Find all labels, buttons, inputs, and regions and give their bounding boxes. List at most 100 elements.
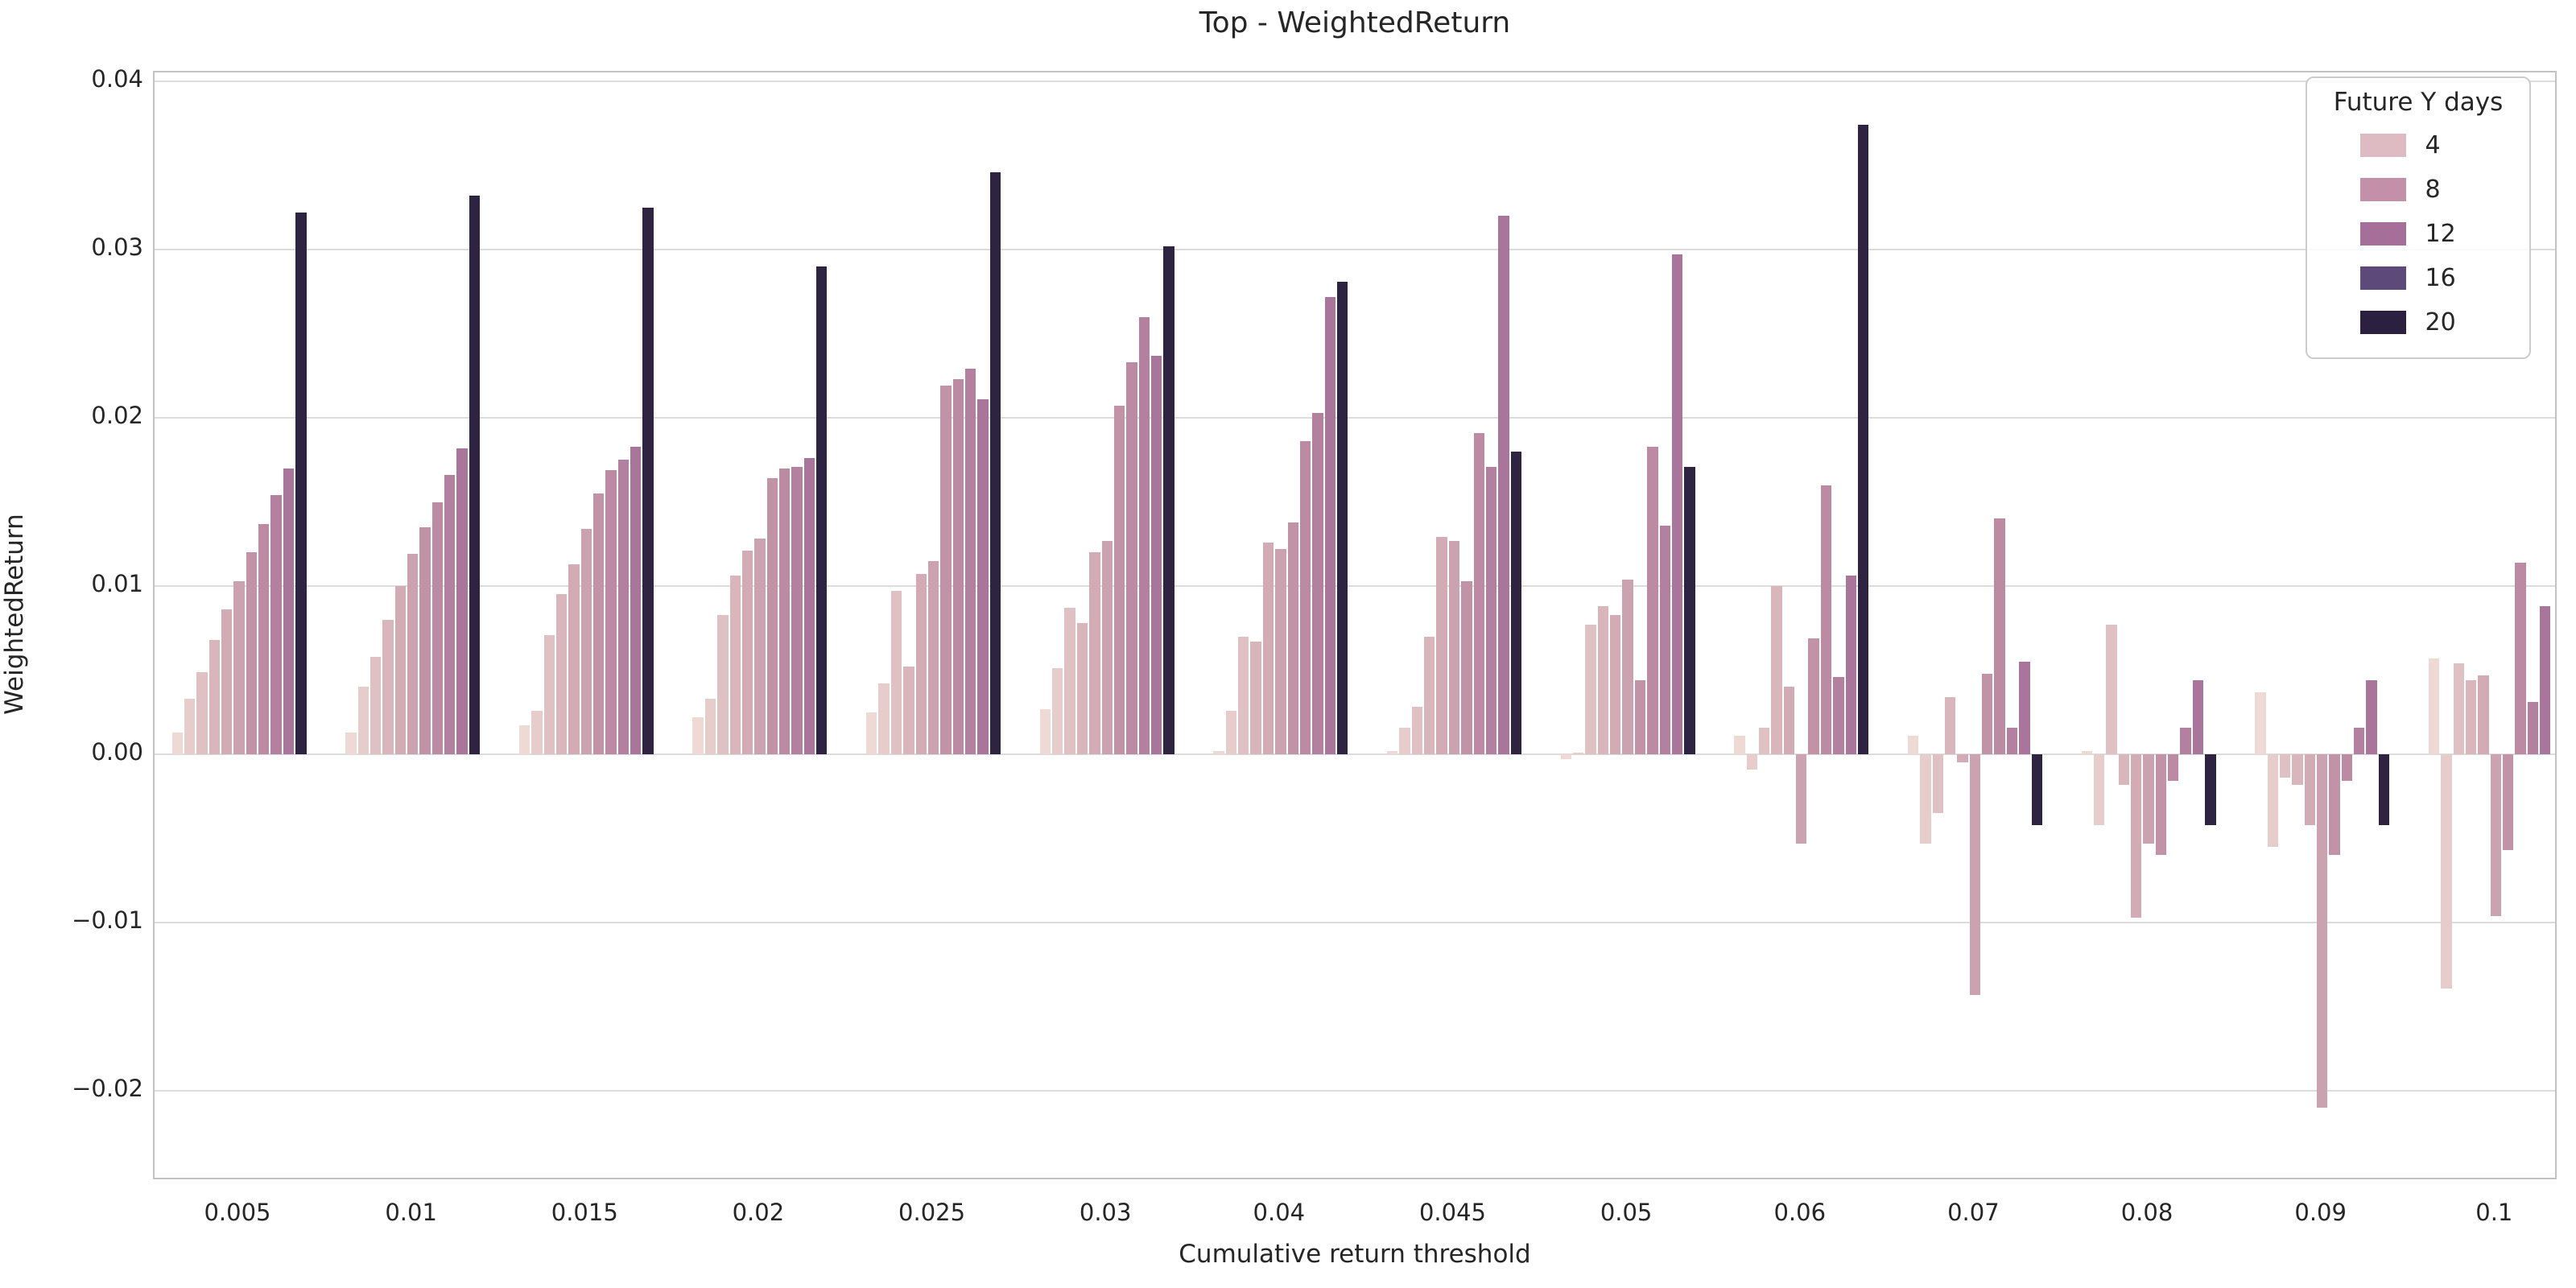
bar-0.07-bar-8	[1994, 518, 2005, 754]
bar-0.045-bar-2	[1399, 727, 1410, 754]
bar-0.03-bar-20	[1163, 246, 1174, 754]
bar-0.08-bar-2	[2093, 754, 2105, 825]
bar-0.07-bar-7	[1982, 673, 1993, 754]
bar-0.02-bar-7	[766, 478, 778, 754]
legend-label: 16	[2425, 264, 2456, 292]
bar-0.08-bar-1	[2081, 750, 2092, 754]
bar-0.09-bar-1	[2255, 691, 2266, 754]
bar-0.025-bar-8	[952, 378, 964, 754]
legend-swatch-16	[2359, 266, 2406, 290]
bar-0.04-bar-5	[1262, 542, 1274, 754]
x-tick-label: 0.03	[1079, 1199, 1132, 1226]
bar-0.025-bar-20	[989, 171, 1001, 754]
bar-0.05-bar-10	[1671, 254, 1683, 754]
bar-0.045-bar-6	[1448, 540, 1460, 754]
x-tick-label: 0.09	[2294, 1199, 2347, 1226]
bar-0.04-bar-4	[1250, 641, 1261, 754]
y-tick-label: 0.04	[91, 65, 143, 93]
gridline	[155, 417, 2555, 419]
bar-0.03-bar-1	[1039, 708, 1051, 754]
bar-0.02-bar-1	[692, 717, 704, 754]
x-tick-label: 0.06	[1773, 1199, 1827, 1226]
bar-0.09-bar-4	[2292, 754, 2303, 785]
x-tick-label: 0.07	[1947, 1199, 2000, 1226]
bar-0.01-bar-3	[369, 656, 382, 754]
y-axis-label: WeightedReturn	[0, 514, 29, 715]
bar-0.1-bar-4	[2465, 680, 2477, 754]
bar-0.05-bar-8	[1647, 446, 1658, 754]
bar-0.09-bar-9	[2354, 727, 2365, 754]
x-tick-label: 0.01	[385, 1199, 437, 1226]
gridline	[155, 249, 2555, 250]
bar-0.02-bar-8	[778, 468, 791, 754]
bar-0.015-bar-10	[630, 446, 642, 754]
bar-0.005-bar-10	[283, 468, 295, 754]
legend-entry-16: 16	[2322, 256, 2515, 300]
bar-0.03-bar-3	[1064, 608, 1075, 754]
legend: Future Y days 4 8 12 16 20	[2306, 76, 2531, 359]
bar-0.08-bar-5	[2131, 754, 2142, 918]
gridline	[155, 585, 2555, 587]
bar-0.07-bar-1	[1907, 736, 1919, 754]
bar-0.03-bar-8	[1126, 362, 1137, 754]
bar-0.09-bar-7	[2329, 754, 2340, 856]
bar-0.045-bar-10	[1498, 216, 1509, 754]
bar-0.06-bar-7	[1808, 638, 1819, 754]
x-axis-label: Cumulative return threshold	[1179, 1240, 1531, 1269]
bar-0.07-bar-3	[1932, 754, 1944, 814]
bar-0.015-bar-3	[543, 634, 555, 754]
bar-0.08-bar-7	[2155, 754, 2167, 856]
bar-0.005-bar-8	[258, 523, 270, 754]
x-tick-label: 0.05	[1600, 1199, 1653, 1226]
bar-0.05-bar-6	[1622, 579, 1633, 754]
legend-entry-4: 4	[2322, 123, 2515, 167]
bar-0.04-bar-8	[1299, 441, 1311, 754]
bar-0.015-bar-1	[518, 725, 530, 754]
x-tick-label: 0.045	[1418, 1199, 1486, 1226]
bar-0.1-bar-6	[2490, 754, 2502, 916]
legend-entry-8: 8	[2322, 167, 2515, 212]
bar-0.005-bar-6	[233, 580, 245, 754]
bar-0.03-bar-4	[1076, 622, 1088, 754]
gridline	[155, 753, 2555, 755]
bar-0.01-bar-6	[407, 554, 419, 754]
bar-0.05-bar-9	[1659, 525, 1670, 754]
bar-0.06-bar-9	[1833, 676, 1844, 754]
bar-0.07-bar-6	[1969, 754, 1981, 995]
bar-0.025-bar-4	[903, 667, 914, 754]
legend-label: 12	[2425, 220, 2456, 248]
legend-title: Future Y days	[2333, 88, 2504, 117]
x-tick-label: 0.04	[1253, 1199, 1306, 1226]
bar-0.04-bar-6	[1275, 549, 1286, 754]
bar-0.005-bar-5	[221, 609, 233, 754]
y-tick-label: 0.01	[91, 570, 143, 597]
bar-0.015-bar-6	[580, 528, 592, 754]
bar-0.06-bar-6	[1796, 754, 1807, 844]
bar-0.07-bar-20	[2031, 754, 2042, 825]
bar-0.005-bar-4	[208, 639, 220, 754]
bar-0.1-bar-2	[2441, 754, 2452, 989]
bar-0.1-bar-10	[2540, 606, 2551, 754]
chart-title: Top - WeightedReturn	[1199, 6, 1511, 39]
bar-0.06-bar-8	[1820, 485, 1832, 754]
bar-0.1-bar-8	[2515, 562, 2526, 754]
bar-0.04-bar-20	[1336, 281, 1348, 754]
bar-0.005-bar-9	[270, 495, 282, 754]
bar-0.01-bar-4	[382, 619, 394, 754]
bar-0.04-bar-3	[1238, 636, 1249, 754]
bar-0.045-bar-9	[1485, 466, 1497, 754]
bar-0.025-bar-9	[964, 369, 976, 754]
bar-0.03-bar-6	[1101, 540, 1113, 754]
bar-0.025-bar-3	[890, 591, 902, 754]
bar-0.005-bar-20	[295, 213, 307, 754]
plot-area	[153, 71, 2557, 1179]
bar-0.01-bar-1	[345, 732, 357, 754]
bar-0.015-bar-5	[568, 564, 580, 754]
bar-0.06-bar-2	[1746, 754, 1758, 770]
x-tick-label: 0.1	[2475, 1199, 2513, 1226]
bar-0.025-bar-1	[866, 712, 877, 754]
y-tick-label: −0.02	[72, 1075, 143, 1102]
bar-0.01-bar-5	[394, 586, 406, 754]
legend-swatch-4	[2359, 134, 2406, 157]
bar-0.015-bar-20	[642, 207, 654, 754]
